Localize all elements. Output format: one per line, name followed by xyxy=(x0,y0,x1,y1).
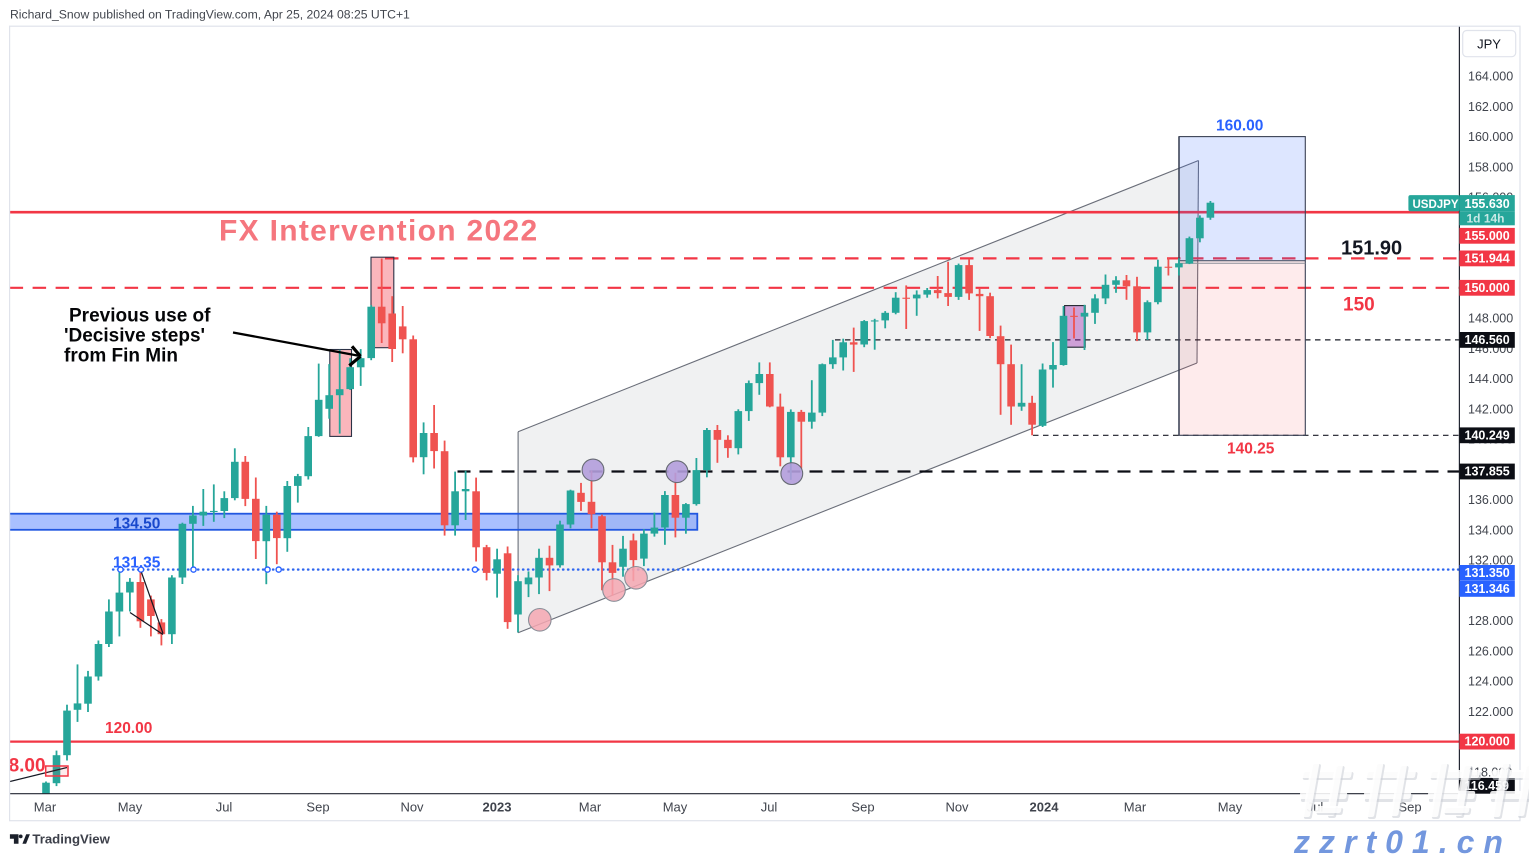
svg-text:142.000: 142.000 xyxy=(1468,402,1513,416)
svg-text:'Decisive steps': 'Decisive steps' xyxy=(64,326,205,347)
svg-text:Jul: Jul xyxy=(216,800,233,815)
svg-text:136.000: 136.000 xyxy=(1468,493,1513,507)
svg-text:144.000: 144.000 xyxy=(1468,372,1513,386)
svg-text:148.000: 148.000 xyxy=(1468,312,1513,326)
svg-text:TradingView: TradingView xyxy=(32,832,110,847)
svg-text:160.000: 160.000 xyxy=(1468,130,1513,144)
svg-text:Nov: Nov xyxy=(945,800,969,815)
svg-text:Sep: Sep xyxy=(306,800,329,815)
svg-text:162.000: 162.000 xyxy=(1468,100,1513,114)
svg-text:118.00: 118.00 xyxy=(0,756,46,777)
svg-text:zzrt01.cn: zzrt01.cn xyxy=(1293,824,1512,857)
svg-text:126.000: 126.000 xyxy=(1468,644,1513,658)
svg-text:Mar: Mar xyxy=(579,800,602,815)
svg-text:124.000: 124.000 xyxy=(1468,675,1513,689)
svg-text:150: 150 xyxy=(1343,295,1375,316)
svg-text:131.35: 131.35 xyxy=(113,554,161,571)
svg-text:146.560: 146.560 xyxy=(1465,333,1510,347)
svg-text:JPY: JPY xyxy=(1477,37,1501,52)
svg-text:1d 14h: 1d 14h xyxy=(1467,212,1505,226)
svg-text:from Fin Min: from Fin Min xyxy=(64,346,178,367)
svg-text:134.50: 134.50 xyxy=(113,516,160,533)
svg-text:Richard_Snow published on Trad: Richard_Snow published on TradingView.co… xyxy=(10,8,410,22)
svg-text:May: May xyxy=(118,800,143,815)
svg-text:Mar: Mar xyxy=(1124,800,1147,815)
svg-text:Mar: Mar xyxy=(34,800,57,815)
svg-text:164.000: 164.000 xyxy=(1468,70,1513,84)
svg-text:140.249: 140.249 xyxy=(1465,428,1510,442)
svg-text:USDJPY: USDJPY xyxy=(1413,199,1459,211)
svg-text:120.000: 120.000 xyxy=(1465,735,1510,749)
svg-text:Previous use of: Previous use of xyxy=(69,306,211,327)
svg-text:140.25: 140.25 xyxy=(1227,441,1275,458)
svg-text:158.000: 158.000 xyxy=(1468,160,1513,174)
svg-text:132.000: 132.000 xyxy=(1468,554,1513,568)
svg-text:Nov: Nov xyxy=(400,800,424,815)
svg-text:FX Intervention 2022: FX Intervention 2022 xyxy=(219,215,538,248)
svg-text:Sep: Sep xyxy=(851,800,874,815)
svg-text:128.000: 128.000 xyxy=(1468,614,1513,628)
svg-text:Jul: Jul xyxy=(761,800,778,815)
svg-text:122.000: 122.000 xyxy=(1468,705,1513,719)
svg-text:May: May xyxy=(1218,800,1243,815)
svg-text:160.00: 160.00 xyxy=(1216,118,1263,135)
svg-text:150.000: 150.000 xyxy=(1465,281,1510,295)
svg-text:2024: 2024 xyxy=(1030,800,1060,815)
svg-text:134.000: 134.000 xyxy=(1468,523,1513,537)
svg-text:131.346: 131.346 xyxy=(1465,582,1510,596)
svg-text:May: May xyxy=(663,800,688,815)
svg-text:155.000: 155.000 xyxy=(1465,229,1510,243)
svg-text:120.00: 120.00 xyxy=(105,720,152,737)
svg-text:151.90: 151.90 xyxy=(1341,238,1402,260)
svg-text:151.944: 151.944 xyxy=(1465,251,1510,265)
svg-text:131.350: 131.350 xyxy=(1465,566,1510,580)
svg-text:155.630: 155.630 xyxy=(1465,197,1510,211)
svg-text:137.855: 137.855 xyxy=(1465,465,1510,479)
svg-text:Sep: Sep xyxy=(1398,800,1421,815)
svg-text:2023: 2023 xyxy=(483,800,512,815)
